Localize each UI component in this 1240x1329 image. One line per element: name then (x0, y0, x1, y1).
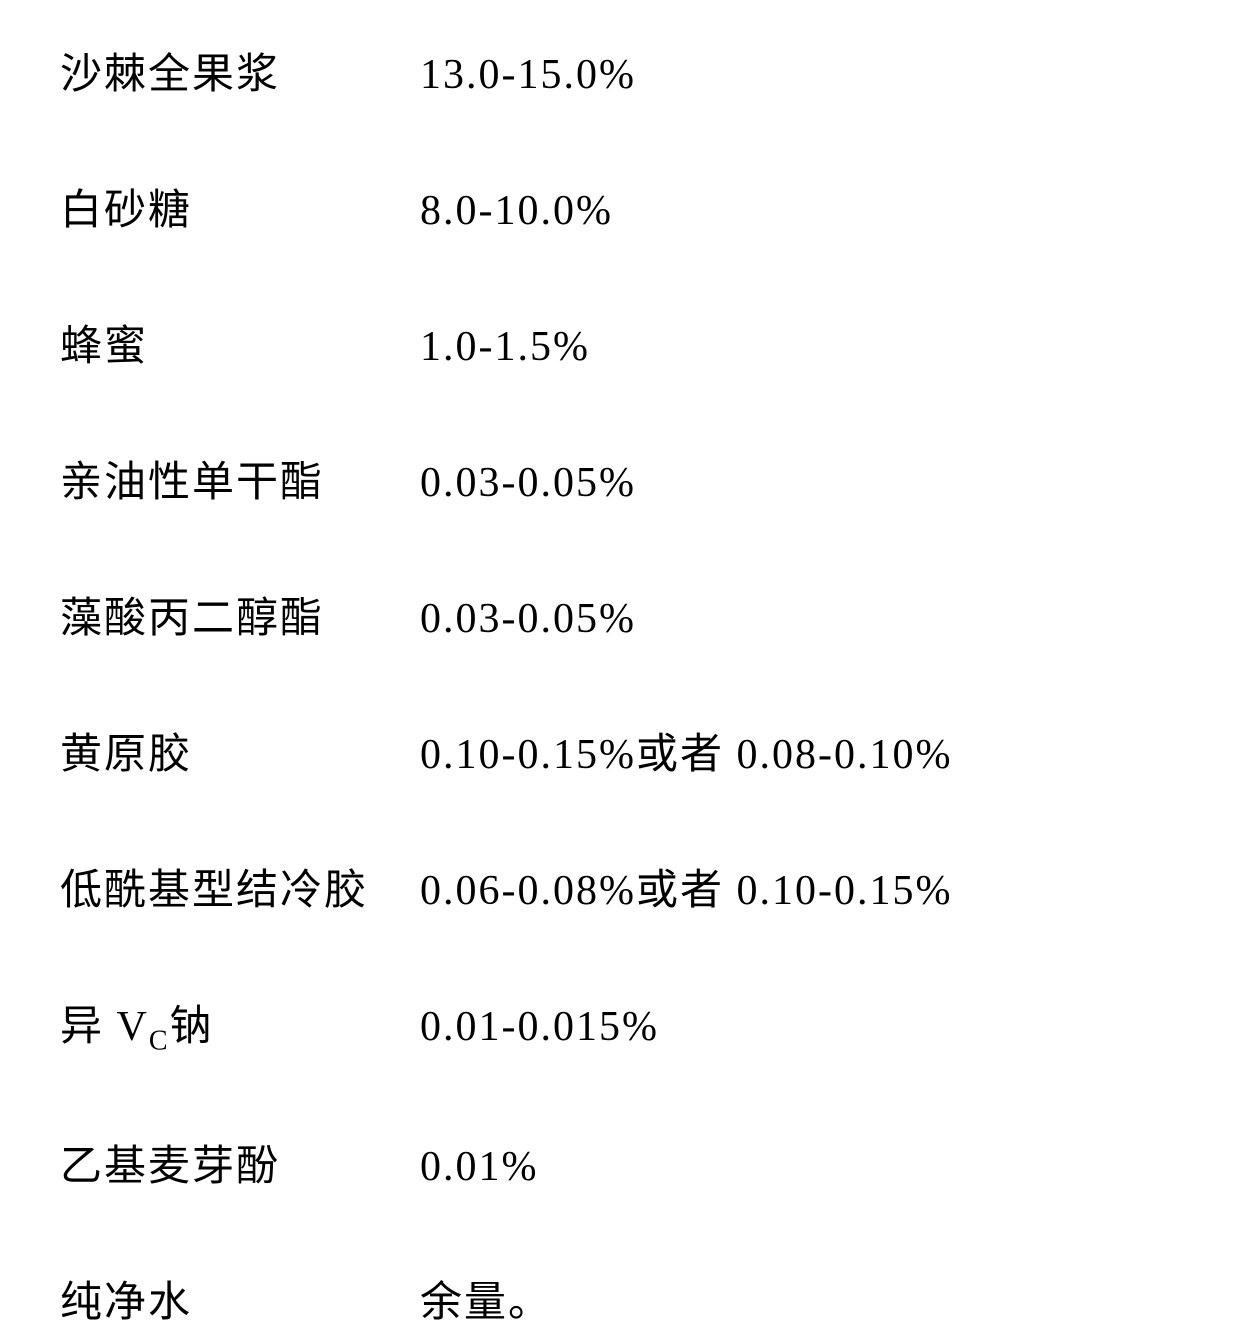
ingredient-value: 0.03-0.05% (420, 595, 636, 643)
table-row: 亲油性单干酯 0.03-0.05% (60, 448, 1180, 509)
ingredient-value: 余量。 (420, 1268, 552, 1329)
ingredient-value: 1.0-1.5% (420, 323, 590, 371)
ingredient-name: 沙棘全果浆 (60, 40, 420, 101)
ingredient-value: 0.01-0.015% (420, 1003, 659, 1051)
ingredient-name: 黄原胶 (60, 720, 420, 781)
table-row: 黄原胶 0.10-0.15%或者 0.08-0.10% (60, 720, 1180, 781)
table-row: 白砂糖 8.0-10.0% (60, 176, 1180, 237)
ingredient-value: 13.0-15.0% (420, 51, 636, 99)
table-row: 纯净水 余量。 (60, 1268, 1180, 1329)
table-row: 沙棘全果浆 13.0-15.0% (60, 40, 1180, 101)
ingredient-value: 0.06-0.08%或者 0.10-0.15% (420, 856, 952, 917)
table-row: 藻酸丙二醇酯 0.03-0.05% (60, 584, 1180, 645)
name-subscript: C (149, 1025, 170, 1056)
ingredient-name: 蜂蜜 (60, 312, 420, 373)
ingredient-name: 乙基麦芽酚 (60, 1132, 420, 1193)
table-row: 低酰基型结冷胶 0.06-0.08%或者 0.10-0.15% (60, 856, 1180, 917)
table-row: 异 VC钠 0.01-0.015% (60, 992, 1180, 1057)
ingredient-value: 8.0-10.0% (420, 187, 613, 235)
table-row: 蜂蜜 1.0-1.5% (60, 312, 1180, 373)
ingredient-name: 藻酸丙二醇酯 (60, 584, 420, 645)
ingredient-name: 亲油性单干酯 (60, 448, 420, 509)
table-row: 乙基麦芽酚 0.01% (60, 1132, 1180, 1193)
name-suffix: 钠 (170, 1004, 214, 1050)
ingredient-value: 0.10-0.15%或者 0.08-0.10% (420, 720, 952, 781)
ingredient-name: 异 VC钠 (60, 992, 420, 1057)
ingredient-name: 白砂糖 (60, 176, 420, 237)
ingredient-table: 沙棘全果浆 13.0-15.0% 白砂糖 8.0-10.0% 蜂蜜 1.0-1.… (60, 40, 1180, 1329)
ingredient-name: 低酰基型结冷胶 (60, 856, 420, 917)
ingredient-value: 0.01% (420, 1143, 539, 1191)
name-prefix: 异 V (60, 1004, 149, 1050)
ingredient-name: 纯净水 (60, 1268, 420, 1329)
ingredient-value: 0.03-0.05% (420, 459, 636, 507)
